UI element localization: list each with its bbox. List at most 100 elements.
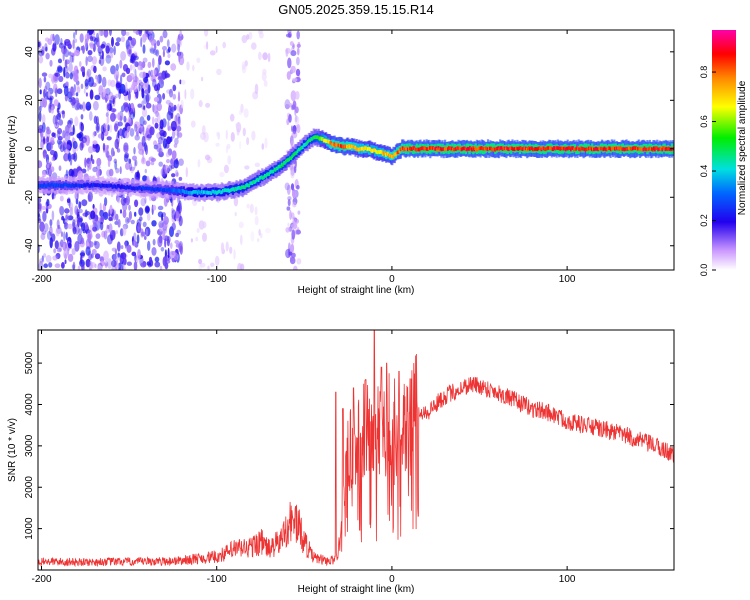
noise-blob	[202, 232, 207, 242]
noise-blob	[284, 99, 291, 110]
noise-blob	[158, 72, 163, 80]
noise-blob	[135, 159, 138, 167]
ridge-core	[94, 183, 97, 187]
noise-blob	[134, 159, 136, 169]
noise-blob	[180, 99, 184, 109]
noise-blob	[291, 229, 296, 240]
ridge-core	[528, 147, 531, 151]
noise-blob	[57, 224, 61, 230]
noise-blob	[40, 139, 44, 151]
noise-blob	[97, 216, 101, 223]
noise-blob	[167, 46, 171, 53]
noise-blob	[99, 209, 104, 218]
noise-blob	[89, 111, 93, 121]
noise-blob	[87, 146, 94, 154]
ridge-core	[438, 147, 441, 152]
ridge-core	[646, 147, 649, 151]
ridge-core	[374, 148, 377, 153]
noise-blob	[147, 30, 154, 35]
noise-blob	[166, 111, 172, 121]
noise-blob	[82, 45, 85, 54]
noise-blob	[113, 45, 116, 56]
noise-blob	[112, 151, 115, 156]
noise-blob	[104, 197, 108, 207]
noise-blob	[64, 59, 70, 65]
ridge-core	[284, 161, 286, 165]
noise-blob	[119, 83, 126, 94]
ridge-core	[667, 146, 670, 151]
noise-blob	[85, 229, 91, 234]
ridge-core	[518, 146, 521, 151]
ridge-core	[637, 146, 639, 151]
ridge-core	[196, 191, 199, 195]
ridge-core	[42, 184, 44, 188]
ridge-band	[491, 143, 494, 152]
ridge-core	[59, 183, 61, 187]
ridge-core	[615, 146, 617, 150]
noise-blob	[75, 92, 79, 97]
ridge-band	[338, 143, 341, 152]
noise-blob	[94, 241, 100, 249]
ridge-core	[108, 184, 111, 188]
noise-blob	[91, 248, 97, 255]
ridge-core	[150, 188, 153, 192]
ridge-core	[326, 139, 328, 143]
noise-blob	[159, 265, 163, 270]
noise-blob	[128, 210, 132, 221]
noise-blob	[205, 102, 211, 108]
ridge-core	[128, 185, 131, 190]
ridge-core	[358, 147, 361, 151]
noise-blob	[65, 81, 69, 87]
noise-blob	[44, 223, 49, 232]
noise-blob	[129, 111, 135, 120]
ridge-core	[257, 178, 260, 182]
ridge-band	[374, 148, 377, 157]
ridge-core	[470, 146, 472, 151]
ridge-core	[553, 146, 555, 150]
ridge-core	[633, 146, 635, 150]
ridge-core	[230, 188, 233, 192]
ridge-core	[396, 150, 399, 155]
noise-blob	[87, 191, 93, 202]
ridge-core	[329, 141, 331, 145]
ridge-core	[487, 146, 490, 151]
ridge-core	[117, 184, 120, 188]
noise-blob	[42, 170, 47, 178]
ridge-core	[499, 146, 502, 150]
ridge-core	[521, 147, 524, 151]
noise-blob	[51, 132, 56, 138]
noise-blob	[285, 227, 290, 233]
noise-blob	[171, 150, 177, 160]
colorbar-tick-label: 0.0	[699, 264, 709, 277]
noise-blob	[126, 261, 132, 266]
noise-blob	[201, 206, 204, 211]
noise-blob	[73, 38, 78, 44]
noise-blob	[152, 104, 155, 112]
noise-blob	[178, 240, 184, 251]
noise-blob	[38, 55, 44, 64]
ridge-core	[579, 147, 582, 152]
x-tick-label: 0	[389, 574, 395, 585]
noise-blob	[110, 53, 114, 59]
noise-blob	[82, 101, 86, 112]
ridge-core	[532, 147, 534, 152]
noise-blob	[146, 261, 151, 266]
noise-blob	[63, 66, 66, 78]
noise-blob	[173, 159, 179, 169]
ridge-core	[105, 183, 108, 188]
ridge-core	[589, 146, 592, 151]
ridge-core	[363, 146, 366, 150]
noise-blob	[293, 265, 298, 270]
ridge-core	[70, 184, 73, 188]
ridge-core	[565, 146, 568, 151]
noise-blob	[258, 30, 263, 35]
ridge-core	[166, 189, 169, 193]
ridge-core	[267, 172, 269, 176]
chart-title: GN05.2025.359.15.15.R14	[278, 2, 433, 17]
noise-blob	[101, 131, 105, 141]
noise-blob	[104, 261, 109, 267]
ridge-core	[564, 147, 567, 152]
noise-blob	[168, 88, 174, 98]
noise-blob	[143, 120, 147, 125]
